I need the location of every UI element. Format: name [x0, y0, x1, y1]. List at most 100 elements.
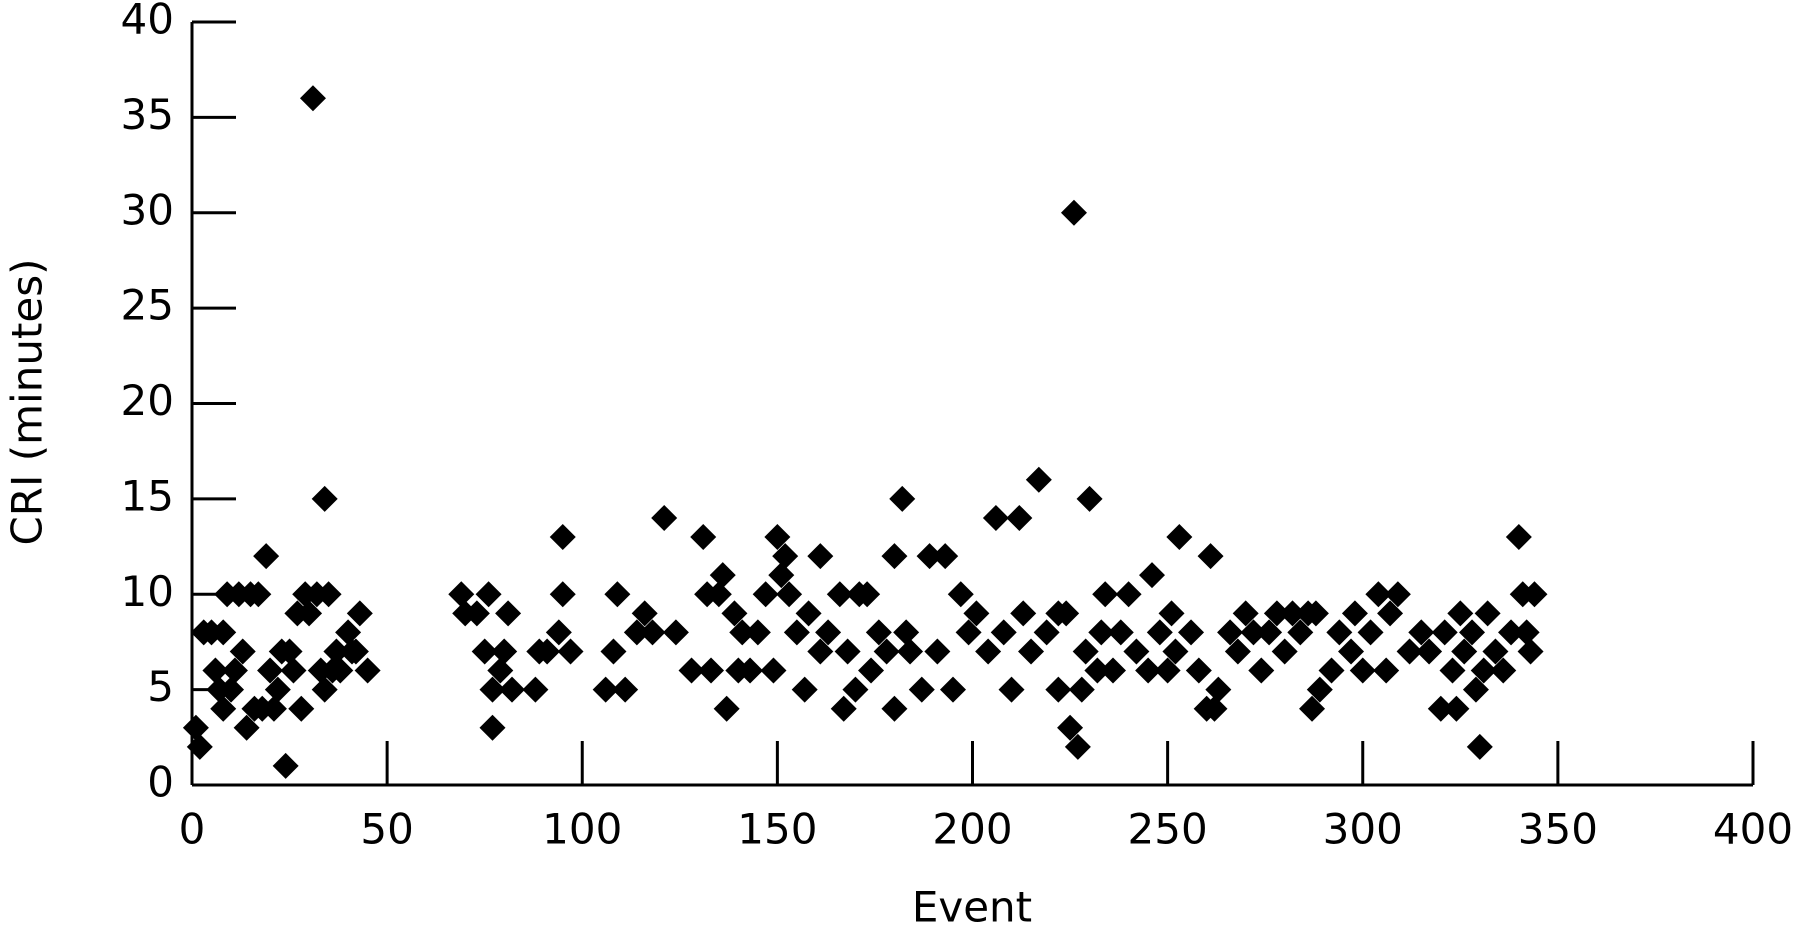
point — [1205, 676, 1232, 703]
x-tick-label: 350 — [1518, 805, 1598, 854]
point — [1224, 638, 1251, 665]
point — [842, 676, 869, 703]
point — [834, 638, 861, 665]
point — [858, 657, 885, 684]
point — [990, 619, 1017, 646]
point — [760, 657, 787, 684]
point — [815, 619, 842, 646]
point — [737, 657, 764, 684]
point — [1232, 600, 1259, 627]
y-tick-label: 5 — [147, 662, 174, 711]
point — [327, 657, 354, 684]
point — [1240, 619, 1267, 646]
point — [982, 504, 1009, 531]
point — [1505, 524, 1532, 551]
x-tick-label: 100 — [542, 805, 622, 854]
point — [210, 619, 237, 646]
point — [1517, 638, 1544, 665]
point — [1115, 581, 1142, 608]
point — [897, 638, 924, 665]
point — [346, 600, 373, 627]
x-tick-label: 250 — [1128, 805, 1208, 854]
point — [1349, 657, 1376, 684]
point — [1521, 581, 1548, 608]
y-tick-label: 10 — [121, 567, 174, 616]
point — [1451, 638, 1478, 665]
point — [288, 695, 315, 722]
point — [955, 619, 982, 646]
point — [881, 543, 908, 570]
x-tick-label: 0 — [179, 805, 206, 854]
point — [1072, 638, 1099, 665]
point — [210, 695, 237, 722]
point — [795, 600, 822, 627]
point — [698, 657, 725, 684]
point — [1373, 657, 1400, 684]
point — [299, 85, 326, 112]
point — [475, 581, 502, 608]
point — [776, 581, 803, 608]
point — [233, 714, 260, 741]
point — [1197, 543, 1224, 570]
point — [662, 619, 689, 646]
point — [229, 638, 256, 665]
point — [709, 562, 736, 589]
y-tick-label: 20 — [121, 376, 174, 425]
point — [1377, 600, 1404, 627]
point — [744, 619, 771, 646]
point — [1459, 619, 1486, 646]
point — [1318, 657, 1345, 684]
point — [1299, 695, 1326, 722]
point — [721, 600, 748, 627]
point — [260, 695, 287, 722]
point — [768, 562, 795, 589]
point — [491, 638, 518, 665]
point — [487, 657, 514, 684]
point — [311, 485, 338, 512]
x-tick-label: 400 — [1713, 805, 1793, 854]
point — [479, 676, 506, 703]
point — [939, 676, 966, 703]
point — [1248, 657, 1275, 684]
point — [202, 657, 229, 684]
point — [495, 600, 522, 627]
point — [1217, 619, 1244, 646]
point — [549, 524, 576, 551]
point — [889, 485, 916, 512]
point — [1326, 619, 1353, 646]
point — [1162, 638, 1189, 665]
point — [1439, 657, 1466, 684]
point — [1146, 619, 1173, 646]
point — [557, 638, 584, 665]
point — [264, 676, 291, 703]
point — [1060, 199, 1087, 226]
point — [1057, 714, 1084, 741]
point — [916, 543, 943, 570]
point — [545, 619, 572, 646]
point — [1302, 600, 1329, 627]
point — [1068, 676, 1095, 703]
point — [826, 581, 853, 608]
x-tick-label: 150 — [737, 805, 817, 854]
point — [354, 657, 381, 684]
point — [854, 581, 881, 608]
point — [893, 619, 920, 646]
point — [1271, 638, 1298, 665]
point — [705, 581, 732, 608]
point — [592, 676, 619, 703]
point — [342, 638, 369, 665]
y-axis-label: CRI (minutes) — [3, 258, 52, 545]
point — [1018, 638, 1045, 665]
point — [315, 581, 342, 608]
point — [639, 619, 666, 646]
point — [729, 619, 756, 646]
point — [1107, 619, 1134, 646]
x-tick-label: 200 — [932, 805, 1012, 854]
point — [463, 600, 490, 627]
point — [1443, 695, 1470, 722]
point — [335, 619, 362, 646]
point — [713, 695, 740, 722]
point — [1365, 581, 1392, 608]
y-tick-label: 0 — [147, 758, 174, 807]
